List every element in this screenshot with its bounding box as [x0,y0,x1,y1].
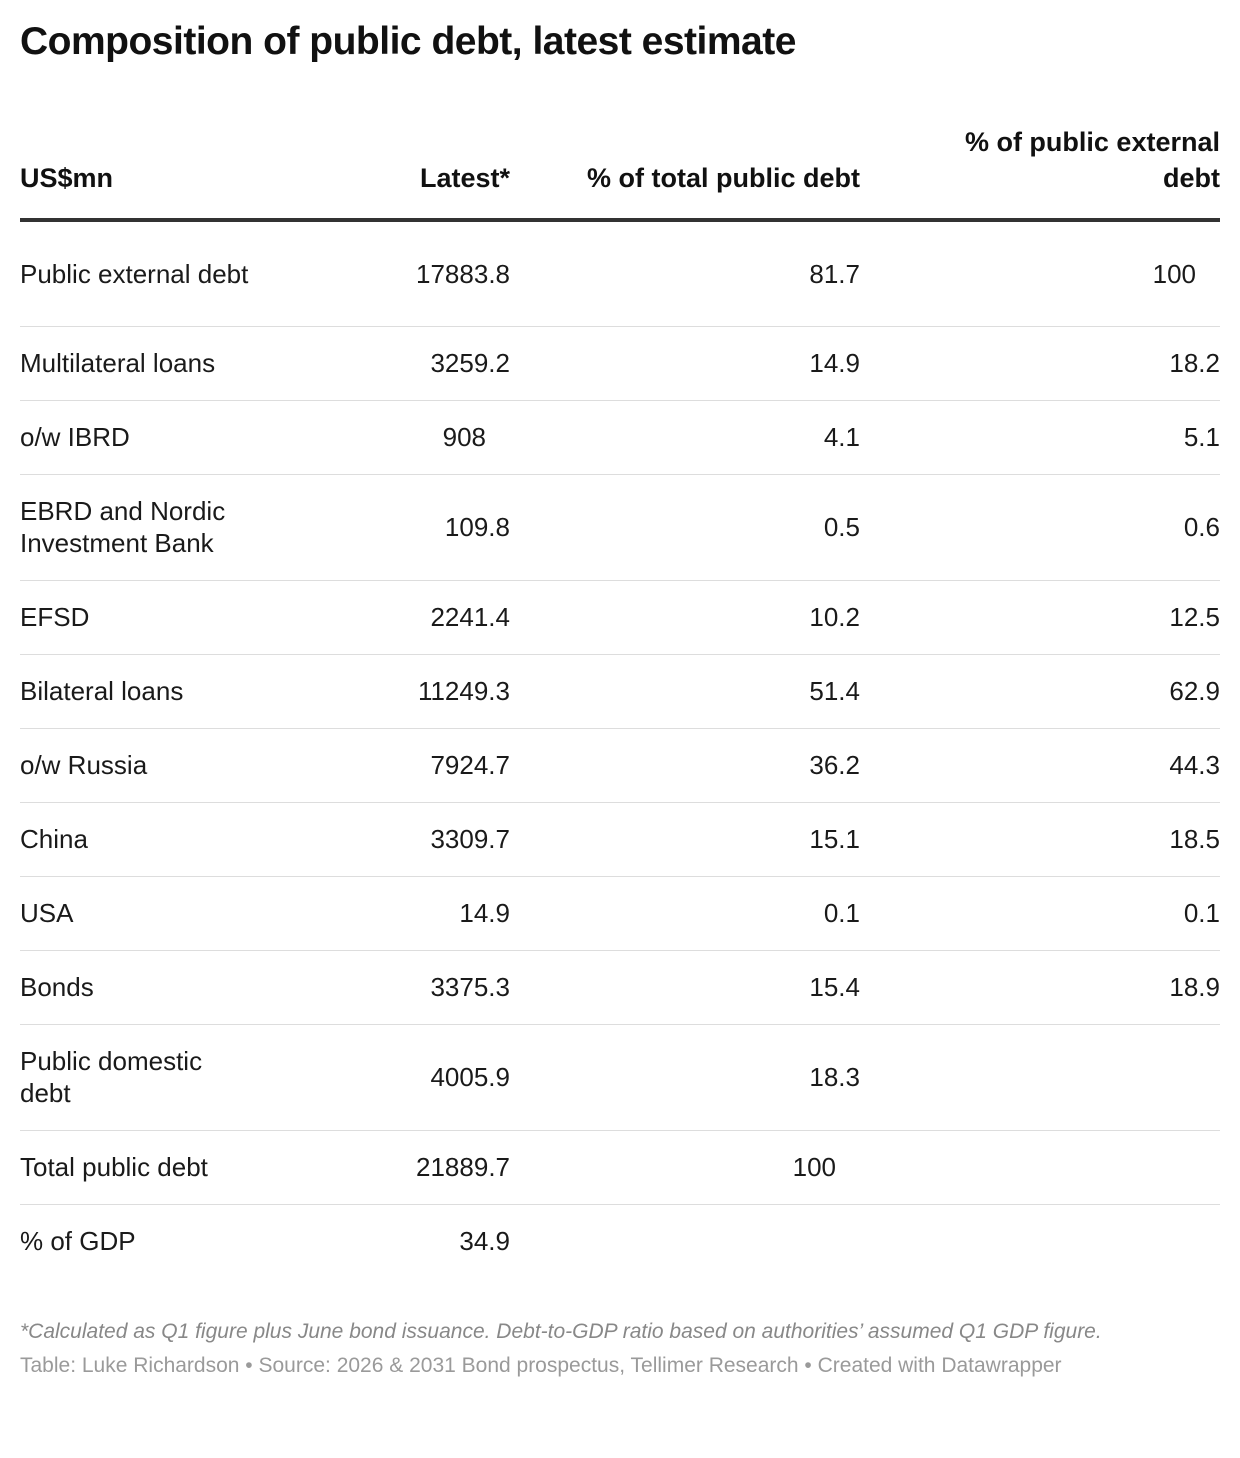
row-label: o/w Russia [20,728,260,803]
cell-latest: 2241.4 [260,580,510,655]
column-header-latest[interactable]: Latest* [260,124,510,222]
row-label: Bonds [20,950,260,1025]
cell-pct-total: 15.4 [510,950,860,1025]
cell-pct-total: 18.3 [510,1024,860,1131]
row-label: Total public debt [20,1130,260,1205]
cell-pct-external: 44.3 [860,728,1220,803]
table-row: EBRD and Nordic Investment Bank 109.8 0.… [20,474,1220,581]
column-header-pct-external[interactable]: % of public external debt [860,124,1220,222]
cell-latest: 21889.7 [260,1130,510,1205]
chart-title: Composition of public debt, latest estim… [20,20,796,63]
cell-pct-total: 15.1 [510,802,860,877]
table-row: EFSD 2241.4 10.2 12.5 [20,580,1220,655]
cell-pct-external-text: 100 [1152,258,1196,289]
row-label-text: EBRD and Nordic Investment Bank [20,496,226,558]
cell-pct-external: 0.1 [860,876,1220,951]
table-row: Total public debt 21889.7 100 [20,1130,1220,1205]
cell-pct-external: 18.9 [860,950,1220,1025]
source-credit: Table: Luke Richardson • Source: 2026 & … [20,1354,1062,1377]
cell-pct-total-text: 100 [792,1152,836,1182]
table-row: % of GDP 34.9 [20,1204,1220,1278]
cell-latest: 34.9 [459,1226,510,1257]
cell-latest: 17883.8 [260,220,510,327]
cell-pct-external: 18.5 [860,802,1220,877]
table-row: Public domestic debt 4005.9 18.3 [20,1024,1220,1131]
column-header-pct-external-text: % of public external debt [964,127,1220,193]
cell-latest: 3375.3 [260,950,510,1025]
cell-latest-text: 908 [442,422,486,452]
table-row: Multilateral loans 3259.2 14.9 18.2 [20,326,1220,401]
cell-pct-external: 62.9 [860,654,1220,729]
cell-pct-total: 100 [510,1130,860,1205]
cell-latest: 11249.3 [260,654,510,729]
table-row: Bonds 3375.3 15.4 18.9 [20,950,1220,1025]
table-row: o/w IBRD 908 4.1 5.1 [20,400,1220,475]
table-row: Bilateral loans 11249.3 51.4 62.9 [20,654,1220,729]
cell-latest: 4005.9 [260,1024,510,1131]
cell-latest: 109.8 [260,474,510,581]
table-row: Public external debt 17883.8 81.7 100 [20,220,1220,327]
row-label: EFSD [20,580,260,655]
cell-latest: 3309.7 [260,802,510,877]
row-label: China [20,802,260,877]
cell-latest: 908 [260,400,510,475]
column-header-label[interactable]: US$mn [20,124,260,222]
cell-pct-external: 5.1 [860,400,1220,475]
cell-pct-total: 10.2 [510,580,860,655]
cell-pct-total: 0.5 [510,474,860,581]
cell-pct-total: 14.9 [510,326,860,401]
cell-latest: 3259.2 [260,326,510,401]
cell-pct-total: 4.1 [510,400,860,475]
cell-pct-external: 12.5 [860,580,1220,655]
row-label: Public external debt [20,220,260,327]
table-row: o/w Russia 7924.7 36.2 44.3 [20,728,1220,803]
cell-pct-external: 100 [860,220,1220,327]
table-header-row: US$mn Latest* % of total public debt % o… [20,124,1220,222]
cell-pct-external [860,1130,1220,1205]
row-label: Multilateral loans [20,326,260,401]
row-label-text: Public external debt [20,258,249,289]
cell-pct-total: 36.2 [510,728,860,803]
row-label: Bilateral loans [20,654,260,729]
row-label: USA [20,876,260,951]
cell-pct-external: 0.6 [860,474,1220,581]
cell-pct-total: 51.4 [510,654,860,729]
column-header-pct-total[interactable]: % of total public debt [510,124,860,222]
debt-table: US$mn Latest* % of total public debt % o… [20,124,1220,1278]
cell-pct-external: 18.2 [860,326,1220,401]
row-label: Public domestic debt [20,1024,260,1131]
cell-latest: 7924.7 [260,728,510,803]
row-label: EBRD and Nordic Investment Bank [20,474,260,581]
cell-latest: 14.9 [260,876,510,951]
cell-pct-external [860,1024,1220,1131]
cell-pct-total: 81.7 [510,220,860,327]
row-label-text: Public domestic debt [20,1046,203,1108]
row-label: % of GDP [20,1226,136,1257]
chart-notes: *Calculated as Q1 figure plus June bond … [20,1320,1220,1378]
table-row: USA 14.9 0.1 0.1 [20,876,1220,951]
footnote: *Calculated as Q1 figure plus June bond … [20,1320,1102,1343]
cell-pct-total: 0.1 [510,876,860,951]
cell-pct-external [860,1204,1220,1278]
cell-pct-total [510,1204,860,1278]
row-label: o/w IBRD [20,400,260,475]
table-row: China 3309.7 15.1 18.5 [20,802,1220,877]
